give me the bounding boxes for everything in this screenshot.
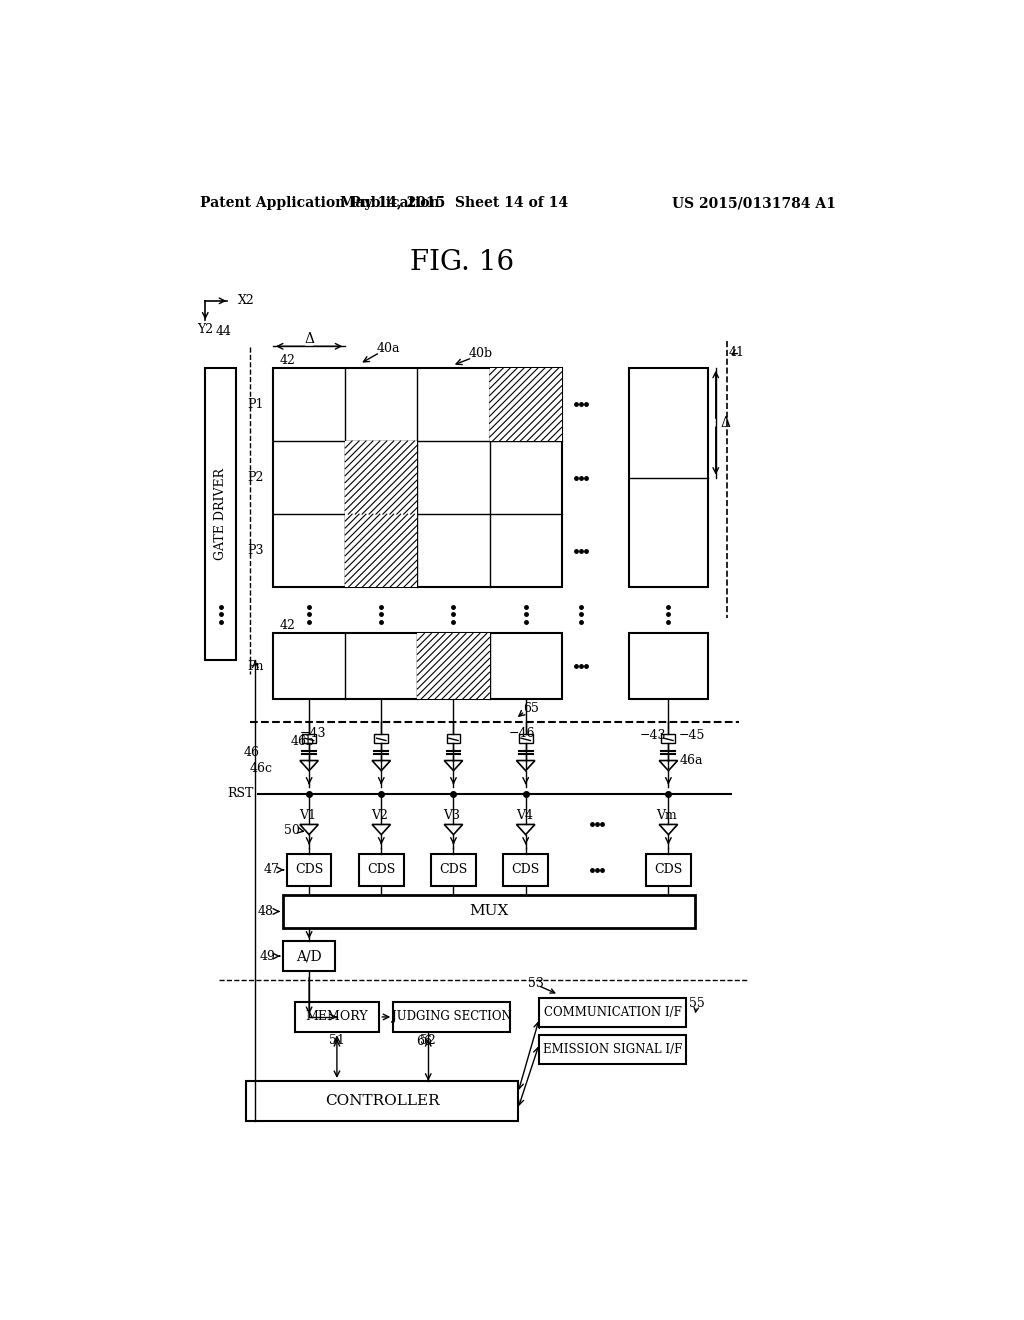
Bar [345,441,418,513]
Bar [273,634,562,700]
Bar [504,854,548,886]
Text: −43: −43 [639,730,666,742]
Text: May 14, 2015  Sheet 14 of 14: May 14, 2015 Sheet 14 of 14 [340,197,568,210]
Text: V2: V2 [372,809,388,822]
Text: V3: V3 [443,809,461,822]
Text: 51: 51 [329,1034,345,1047]
Text: Δ: Δ [720,416,730,430]
Bar [540,998,686,1027]
Bar [345,515,418,587]
Text: 46: 46 [244,746,260,759]
Text: −46: −46 [509,727,536,741]
Text: Δ: Δ [304,331,314,346]
Text: CDS: CDS [512,863,540,876]
Text: P2: P2 [248,471,264,484]
Text: 46b: 46b [291,735,315,748]
Bar [431,854,476,886]
Text: P1: P1 [247,397,264,411]
Text: JUDGING SECTION: JUDGING SECTION [392,1010,512,1023]
Text: FIG. 16: FIG. 16 [410,249,514,276]
Bar [273,368,562,587]
Text: CDS: CDS [439,863,468,876]
Bar [359,854,403,886]
Bar [489,368,562,441]
Text: −45: −45 [679,730,706,742]
Text: CONTROLLER: CONTROLLER [325,1094,439,1107]
Text: 52: 52 [421,1034,436,1047]
Text: 66: 66 [417,1035,432,1048]
Text: GATE DRIVER: GATE DRIVER [214,469,227,560]
Text: P3: P3 [247,544,264,557]
Bar [302,734,316,743]
Bar [283,941,335,970]
Text: 50: 50 [284,824,300,837]
Text: 46c: 46c [250,762,273,775]
Text: 47: 47 [263,863,280,876]
Text: CDS: CDS [654,863,683,876]
Text: 53: 53 [527,977,544,990]
Bar [205,368,237,660]
Text: 42: 42 [280,619,295,632]
Text: Vm: Vm [656,809,677,822]
Bar [446,734,461,743]
Text: EMISSION SIGNAL I/F: EMISSION SIGNAL I/F [543,1043,682,1056]
Text: −43: −43 [300,727,327,741]
Text: V1: V1 [299,809,316,822]
Bar [646,854,691,886]
Text: A/D: A/D [296,949,322,964]
Bar [519,734,532,743]
Text: 46a: 46a [680,754,703,767]
Text: MUX: MUX [469,904,509,919]
Text: CDS: CDS [295,863,324,876]
Text: Pn: Pn [247,660,264,673]
Text: US 2015/0131784 A1: US 2015/0131784 A1 [673,197,837,210]
Text: 41: 41 [728,346,744,359]
Text: 40a: 40a [377,342,400,355]
Bar [246,1081,518,1121]
Text: V4: V4 [516,809,532,822]
Text: 44: 44 [215,325,231,338]
Bar [283,895,694,928]
Bar [393,1002,510,1032]
Bar [295,1002,379,1032]
Bar [287,854,332,886]
Bar [629,634,708,700]
Text: 48: 48 [258,906,273,917]
Text: Y2: Y2 [198,323,213,335]
Text: X2: X2 [239,294,255,308]
Text: 55: 55 [689,997,706,1010]
Text: Patent Application Publication: Patent Application Publication [200,197,439,210]
Text: 42: 42 [280,354,295,367]
Bar [662,734,676,743]
Text: 49: 49 [259,949,275,962]
Text: RST: RST [227,787,254,800]
Text: 65: 65 [523,702,539,714]
Text: CDS: CDS [368,863,395,876]
Text: MEMORY: MEMORY [305,1010,369,1023]
Bar [418,634,489,700]
Bar [375,734,388,743]
Text: 40b: 40b [469,347,493,360]
Text: COMMUNICATION I/F: COMMUNICATION I/F [544,1006,682,1019]
Bar [540,1035,686,1064]
Bar [629,368,708,587]
